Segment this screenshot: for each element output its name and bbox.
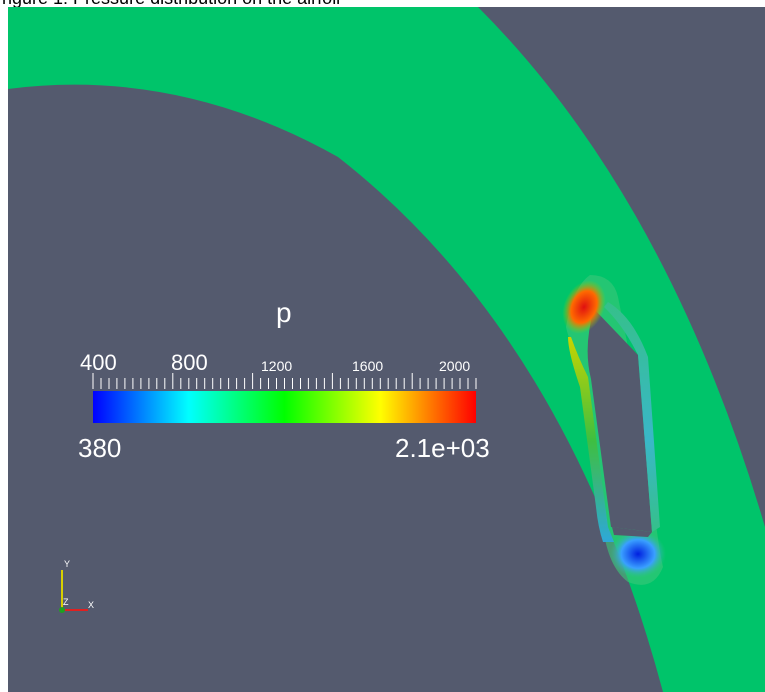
colorbar-tick-label: 1600 [352,358,384,374]
colorbar-ticks [92,373,477,389]
colorbar-gradient [93,391,476,423]
fluid-domain [8,7,765,692]
colorbar-tick-label: 2000 [439,358,471,374]
colorbar-tick-label: 400 [80,350,117,375]
blade-passage [562,275,666,585]
colorbar-tick-label: 1200 [261,358,293,374]
axis-x-label: X [88,600,95,610]
axes-triad [59,570,88,613]
render-viewport[interactable]: p 400 800 1200 1600 2000 380 2.1e+03 Y Z… [8,7,765,692]
axis-y-label: Y [64,559,71,569]
render-canvas [8,7,765,692]
colorbar-tick-label: 800 [171,350,208,375]
axis-z-label: Z [63,597,69,607]
colorbar-title: p [276,297,292,328]
colorbar-max-label: 2.1e+03 [395,433,490,463]
colorbar-min-label: 380 [78,433,122,463]
page-title-fragment: ngure 1: Pressure distribution on the ai… [2,0,340,9]
